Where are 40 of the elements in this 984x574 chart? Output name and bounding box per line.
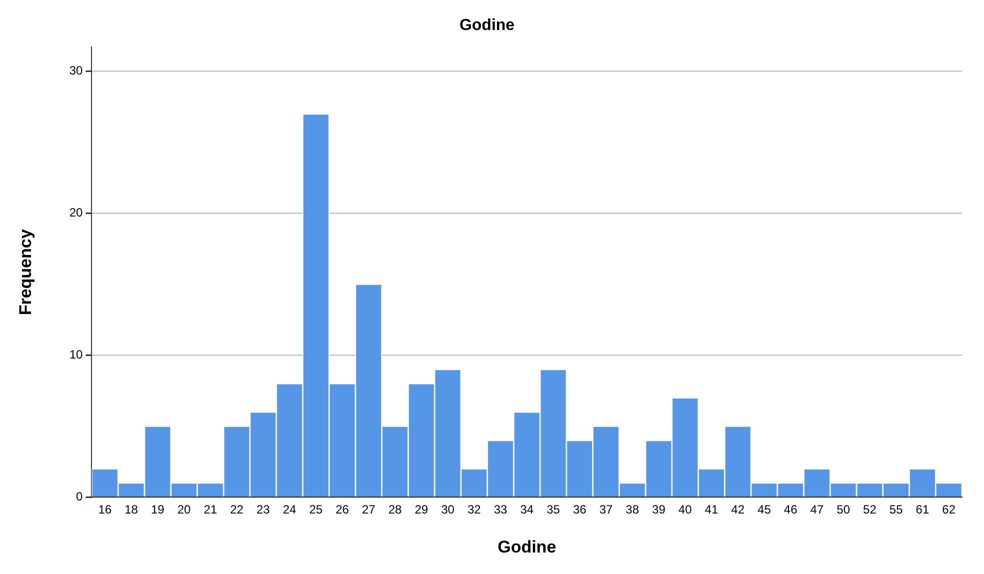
- x-tick-label: 28: [388, 502, 402, 517]
- x-tick-label: 61: [916, 502, 930, 517]
- y-tick-label: 30: [69, 64, 84, 78]
- y-tick-label: 0: [76, 490, 84, 504]
- x-tick-label: 46: [784, 502, 798, 517]
- x-tick-label: 37: [599, 502, 613, 517]
- x-tick-label: 29: [414, 502, 428, 517]
- x-tick-label: 24: [282, 502, 297, 517]
- x-tick-label: 16: [98, 502, 112, 517]
- x-tick-label: 39: [652, 502, 666, 517]
- x-tick-label: 19: [150, 502, 165, 517]
- x-axis-title: Godine: [498, 537, 556, 556]
- x-tick-label: 25: [309, 502, 323, 517]
- x-tick-label: 45: [758, 502, 772, 517]
- x-tick-label: 55: [889, 502, 904, 517]
- y-axis-title: Frequency: [16, 228, 35, 316]
- x-tick-label: 42: [731, 502, 745, 517]
- y-tick-label: 10: [69, 348, 84, 362]
- x-tick-label: 18: [124, 502, 138, 517]
- x-tick-label: 35: [546, 502, 560, 517]
- x-tick-label: 41: [704, 502, 718, 517]
- x-tick-label: 40: [678, 502, 692, 517]
- x-tick-label: 38: [626, 502, 640, 517]
- x-tick-label: 32: [467, 502, 482, 517]
- x-tick-label: 20: [177, 502, 192, 517]
- x-tick-label: 47: [810, 502, 824, 517]
- x-tick-label: 62: [942, 502, 956, 517]
- x-tick-label: 27: [362, 502, 376, 517]
- y-tick-label: 20: [69, 206, 84, 220]
- x-tick-label: 26: [336, 502, 350, 517]
- x-tick-label: 52: [863, 502, 877, 517]
- x-tick-label: 23: [256, 502, 270, 517]
- x-tick-label: 21: [204, 502, 218, 517]
- x-tick-label: 33: [494, 502, 508, 517]
- chart-title: Godine: [459, 17, 515, 34]
- x-tick-label: 36: [572, 502, 587, 517]
- x-tick-label: 50: [836, 502, 850, 517]
- x-tick-label: 34: [520, 502, 534, 517]
- x-tick-label: 22: [230, 502, 244, 517]
- x-tick-label: 30: [441, 502, 455, 517]
